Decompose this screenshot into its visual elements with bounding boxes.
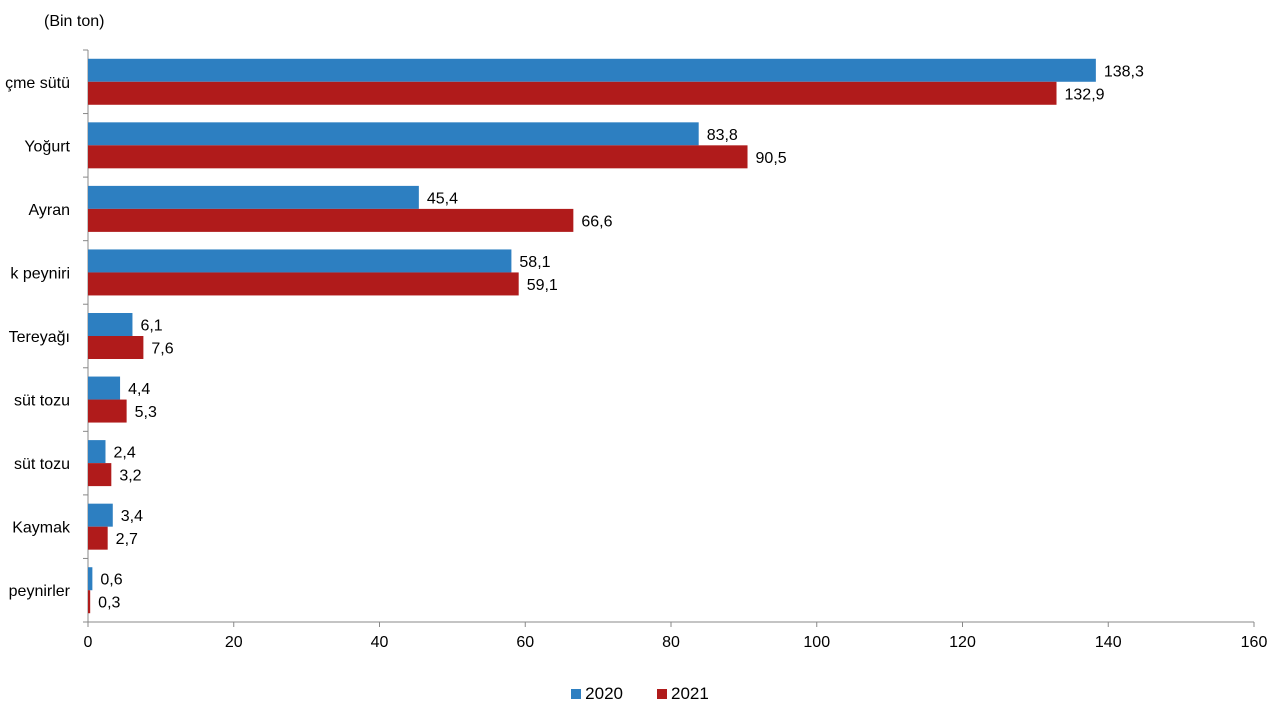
data-label-2021: 66,6 [581, 213, 612, 230]
category-label: süt tozu [14, 393, 70, 410]
data-label-2021: 132,9 [1065, 86, 1105, 103]
x-tick-label: 80 [662, 634, 680, 651]
data-label-2020: 0,6 [100, 572, 122, 589]
x-tick-label: 20 [225, 634, 243, 651]
bar-2020 [88, 376, 121, 400]
bar-2021 [88, 145, 748, 169]
legend-swatch-2020 [571, 689, 582, 699]
data-label-2020: 138,3 [1104, 63, 1144, 80]
data-label-2020: 3,4 [121, 508, 143, 525]
data-label-2020: 83,8 [707, 127, 738, 144]
x-tick-label: 160 [1241, 634, 1268, 651]
data-label-2020: 58,1 [519, 254, 550, 271]
category-label: Kaymak [12, 520, 71, 537]
category-label: peynirler [9, 583, 71, 600]
legend: 2020 2021 [0, 684, 1280, 704]
bar-2020 [88, 503, 113, 527]
data-label-2021: 7,6 [151, 341, 173, 358]
category-label: süt tozu [14, 456, 70, 473]
bar-2021 [88, 208, 574, 232]
data-label-2021: 2,7 [116, 531, 138, 548]
data-label-2020: 45,4 [427, 190, 458, 207]
category-label: Yoğurt [24, 138, 70, 155]
data-label-2020: 6,1 [140, 318, 162, 335]
bar-2020 [88, 567, 93, 591]
unit-label: (Bin ton) [44, 13, 105, 30]
legend-label-2020: 2020 [585, 684, 623, 703]
bar-2020 [88, 249, 512, 273]
x-tick-label: 100 [803, 634, 830, 651]
data-label-2021: 3,2 [119, 468, 141, 485]
bar-2020 [88, 185, 419, 209]
bar-2020 [88, 58, 1096, 82]
bar-2021 [88, 336, 144, 359]
bar-2021 [88, 399, 127, 423]
x-tick-label: 40 [371, 634, 389, 651]
x-tick-label: 120 [949, 634, 976, 651]
data-label-2021: 0,3 [98, 595, 120, 612]
x-tick-label: 60 [516, 634, 534, 651]
data-label-2020: 2,4 [113, 445, 135, 462]
data-label-2021: 59,1 [527, 277, 558, 294]
data-label-2021: 5,3 [135, 404, 157, 421]
legend-item-2020: 2020 [571, 684, 623, 704]
bar-2021 [88, 463, 112, 487]
x-tick-label: 0 [84, 634, 93, 651]
category-label: k peyniri [10, 265, 70, 282]
category-label: Ayran [28, 202, 70, 219]
bar-2021 [88, 526, 108, 550]
bar-2021 [88, 590, 91, 614]
legend-label-2021: 2021 [671, 684, 709, 703]
bar-2020 [88, 440, 106, 464]
x-tick-label: 140 [1095, 634, 1122, 651]
bar-2021 [88, 81, 1057, 105]
legend-item-2021: 2021 [657, 684, 709, 704]
bar-2021 [88, 272, 519, 296]
data-label-2020: 4,4 [128, 381, 150, 398]
category-label: Tereyağı [9, 329, 70, 346]
data-label-2021: 90,5 [756, 150, 787, 167]
category-label: çme sütü [5, 75, 70, 92]
legend-swatch-2021 [657, 689, 667, 699]
bar-2020 [88, 122, 699, 146]
bar-2020 [88, 313, 133, 336]
